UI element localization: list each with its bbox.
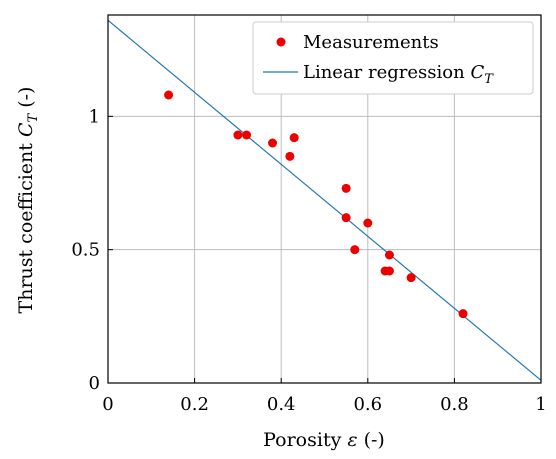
x-tick-label: 0.6 [353, 394, 382, 415]
measurement-point [285, 151, 295, 161]
measurement-point [384, 266, 394, 276]
x-tick-label: 0 [102, 394, 113, 415]
y-tick-label: 0.5 [71, 240, 100, 261]
x-tick-label: 0.8 [440, 394, 469, 415]
measurement-point [458, 309, 468, 319]
ticks: 0 0.2 0.4 0.6 0.8 1 0 0.5 1 [71, 106, 546, 415]
legend-marker-measurements [276, 37, 286, 47]
measurement-point [350, 245, 360, 255]
regression-series [107, 19, 542, 381]
y-axis-label: Thrust coefficient CT (-) [15, 87, 41, 314]
x-tick-label: 0.4 [267, 394, 296, 415]
legend-label-regression: Linear regression CT [303, 62, 494, 87]
measurement-point [268, 138, 278, 148]
measurement-point [341, 213, 351, 223]
measurement-point [233, 130, 243, 140]
x-tick-label: 1 [535, 394, 546, 415]
measurement-series [164, 90, 468, 319]
y-tick-label: 0 [89, 373, 100, 394]
x-tick-label: 0.2 [180, 394, 209, 415]
measurement-point [242, 130, 252, 140]
measurement-point [406, 273, 416, 283]
legend-label-measurements: Measurements [303, 32, 439, 53]
measurement-point [384, 250, 394, 260]
measurement-point [289, 133, 299, 143]
plot-frame [107, 14, 542, 384]
legend-box [252, 21, 534, 95]
measurement-point [164, 90, 174, 100]
x-axis-label: Porosity ε (-) [263, 429, 385, 451]
measurement-point [363, 218, 373, 228]
y-tick-label: 1 [89, 106, 100, 127]
measurement-point [341, 183, 351, 193]
regression-line [107, 19, 542, 381]
legend: Measurements Linear regression CT [252, 21, 534, 95]
